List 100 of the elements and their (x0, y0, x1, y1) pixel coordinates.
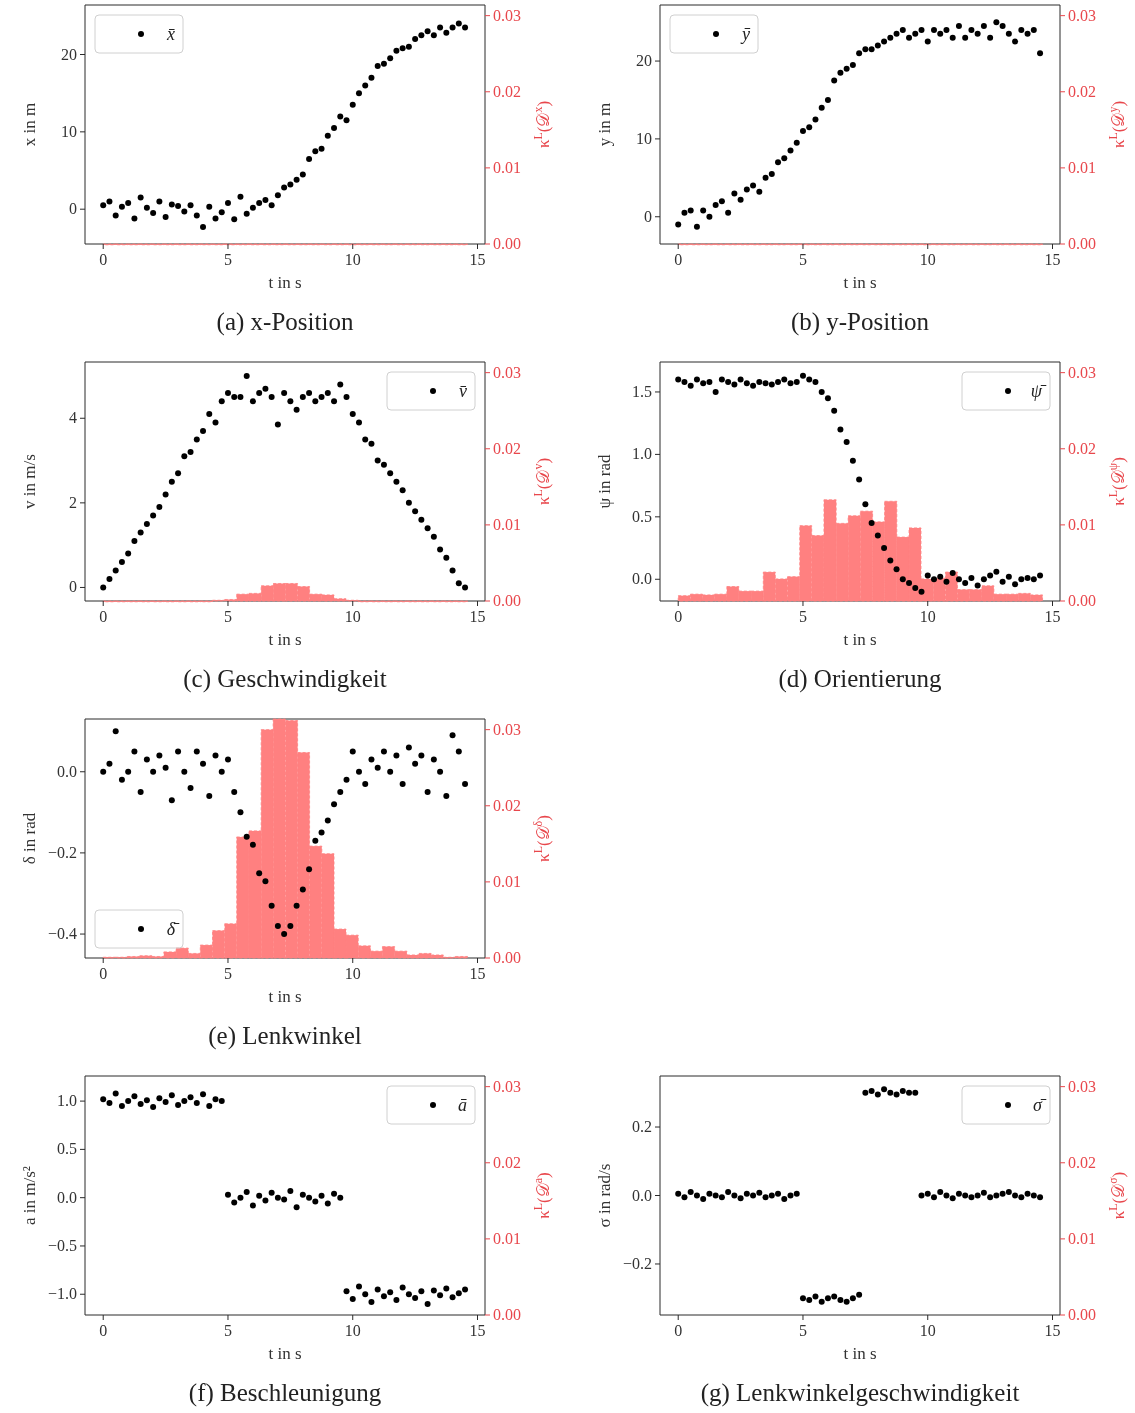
y-axis-title: x in m (20, 102, 39, 147)
y2-tick-label: 0.03 (493, 720, 521, 738)
text: (g) Lenkwinkelgeschwindigkeit (700, 1379, 1020, 1407)
y-tick-label: 20 (636, 52, 652, 70)
x-tick-label: 0 (674, 608, 683, 625)
x-tick-label: 0 (674, 251, 683, 268)
y2-tick-label: 0.01 (1068, 158, 1096, 176)
x-tick-label: 10 (344, 608, 361, 625)
y-tick-label: 10 (61, 122, 77, 140)
x-tick-label: 10 (919, 608, 936, 625)
x-tick-label: 0 (99, 1322, 108, 1339)
x-axis-title: t in s (843, 1344, 877, 1363)
y2-tick-label: 0.02 (1068, 439, 1096, 457)
legend-label: δ̄ (166, 919, 180, 939)
y2-tick-label: 0.02 (493, 796, 521, 814)
y-tick-label: 1.0 (632, 445, 652, 463)
legend-label: ā (458, 1095, 467, 1115)
legend-label: x̄ (166, 24, 176, 44)
y-axis-title: δ in rad (20, 812, 39, 865)
y-tick-label: −1.0 (47, 1285, 77, 1303)
y2-tick-label: 0.03 (1068, 6, 1096, 24)
y2-tick-label: 0.02 (493, 82, 521, 100)
text: (a) x-Position (216, 308, 354, 336)
x-tick-label: 15 (469, 608, 486, 625)
y-axis-title: v in m/s (20, 454, 39, 509)
y2-tick-label: 0.03 (1068, 363, 1096, 381)
x-tick-label: 5 (223, 608, 232, 625)
legend-label: σ̄ (1033, 1095, 1047, 1115)
y2-tick-label: 0.00 (1068, 235, 1096, 252)
x-tick-label: 5 (223, 965, 232, 982)
x-tick-label: 15 (469, 965, 486, 982)
x-axis-title: t in s (843, 273, 877, 292)
x-tick-label: 10 (919, 251, 936, 268)
text: (b) y-Position (790, 308, 930, 336)
y-tick-label: 0 (69, 578, 77, 596)
y2-tick-label: 0.00 (493, 949, 521, 966)
x-tick-label: 0 (99, 251, 108, 268)
x-tick-label: 5 (798, 251, 807, 268)
x-tick-label: 5 (223, 1322, 232, 1339)
x-tick-label: 10 (344, 1322, 361, 1339)
legend-label: ψ̄ (1030, 381, 1047, 401)
y2-tick-label: 0.00 (493, 592, 521, 609)
x-tick-label: 15 (1044, 1322, 1061, 1339)
legend-label: v̄ (459, 381, 467, 401)
y-tick-label: −0.2 (47, 843, 77, 861)
y2-tick-label: 0.02 (493, 1153, 521, 1171)
y-tick-label: −0.2 (622, 1254, 652, 1272)
y-axis-title: a in m/s² (20, 1166, 39, 1225)
y2-tick-label: 0.02 (1068, 82, 1096, 100)
y-tick-label: 0.5 (57, 1140, 77, 1158)
y2-tick-label: 0.01 (493, 515, 521, 533)
y2-tick-label: 0.00 (1068, 1306, 1096, 1323)
y2-tick-label: 0.00 (493, 235, 521, 252)
y-axis-title: ψ in rad (595, 453, 614, 509)
text: (d) Orientierung (778, 665, 943, 693)
y2-tick-label: 0.03 (1068, 1077, 1096, 1095)
y-tick-label: 0.0 (632, 1186, 652, 1204)
y2-tick-label: 0.00 (1068, 592, 1096, 609)
y2-tick-label: 0.03 (493, 363, 521, 381)
x-axis-title: t in s (843, 630, 877, 649)
y-tick-label: 0.0 (57, 762, 77, 780)
y-tick-label: 0.2 (632, 1118, 652, 1136)
y-tick-label: −0.5 (47, 1236, 77, 1254)
y2-tick-label: 0.03 (493, 6, 521, 24)
text: (c) Geschwindigkeit (183, 665, 387, 693)
y-tick-label: 4 (69, 409, 77, 427)
y-tick-label: 0.5 (632, 507, 652, 525)
y2-tick-label: 0.01 (493, 158, 521, 176)
x-tick-label: 5 (223, 251, 232, 268)
text: (e) Lenkwinkel (208, 1022, 362, 1050)
y-tick-label: 20 (61, 45, 77, 63)
x-axis-title: t in s (268, 987, 302, 1006)
y2-tick-label: 0.02 (1068, 1153, 1096, 1171)
y2-tick-label: 0.03 (493, 1077, 521, 1095)
x-tick-label: 15 (469, 251, 486, 268)
x-tick-label: 15 (469, 1322, 486, 1339)
x-tick-label: 10 (344, 965, 361, 982)
y-tick-label: 2 (69, 493, 77, 511)
y2-tick-label: 0.01 (1068, 515, 1096, 533)
y-axis-title: y in m (595, 102, 614, 147)
x-tick-label: 0 (99, 608, 108, 625)
x-tick-label: 15 (1044, 608, 1061, 625)
x-axis-title: t in s (268, 630, 302, 649)
x-tick-label: 0 (674, 1322, 683, 1339)
x-axis-title: t in s (268, 273, 302, 292)
x-axis-title: t in s (268, 1344, 302, 1363)
y-tick-label: 1.5 (632, 382, 652, 400)
y-axis-title: σ in rad/s (595, 1163, 614, 1228)
legend-label: ȳ (740, 24, 751, 44)
y2-tick-label: 0.01 (493, 872, 521, 890)
y-tick-label: 10 (636, 129, 652, 147)
x-tick-label: 10 (344, 251, 361, 268)
y-tick-label: −0.4 (47, 925, 77, 943)
y2-tick-label: 0.00 (493, 1306, 521, 1323)
y2-tick-label: 0.02 (493, 439, 521, 457)
x-tick-label: 10 (919, 1322, 936, 1339)
x-tick-label: 15 (1044, 251, 1061, 268)
x-tick-label: 0 (99, 965, 108, 982)
y2-tick-label: 0.01 (1068, 1229, 1096, 1247)
y-tick-label: 0 (644, 207, 652, 225)
